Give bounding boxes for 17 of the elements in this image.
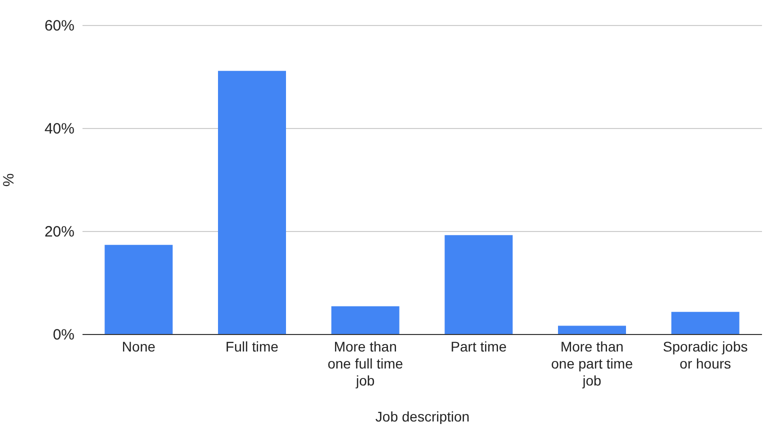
y-tick-label: 0% [52,326,74,344]
bar [104,244,173,334]
y-tick-label: 20% [44,224,74,240]
y-tick-label: 60% [44,18,74,34]
bar [558,326,626,334]
bar [331,306,400,334]
bar [218,70,286,334]
x-tick-label: None [122,338,156,354]
x-tick-label: Sporadic jobs or hours [662,338,748,372]
y-axis-title: % [0,173,18,187]
x-tick-label: Full time [226,338,279,354]
x-tick-label: Part time [450,338,507,354]
bar [444,235,513,334]
x-tick-label: More than one part time job [551,338,634,388]
bar [671,312,740,334]
x-tick-label: More than one full time job [328,338,404,388]
y-tick-label: 40% [44,120,74,138]
